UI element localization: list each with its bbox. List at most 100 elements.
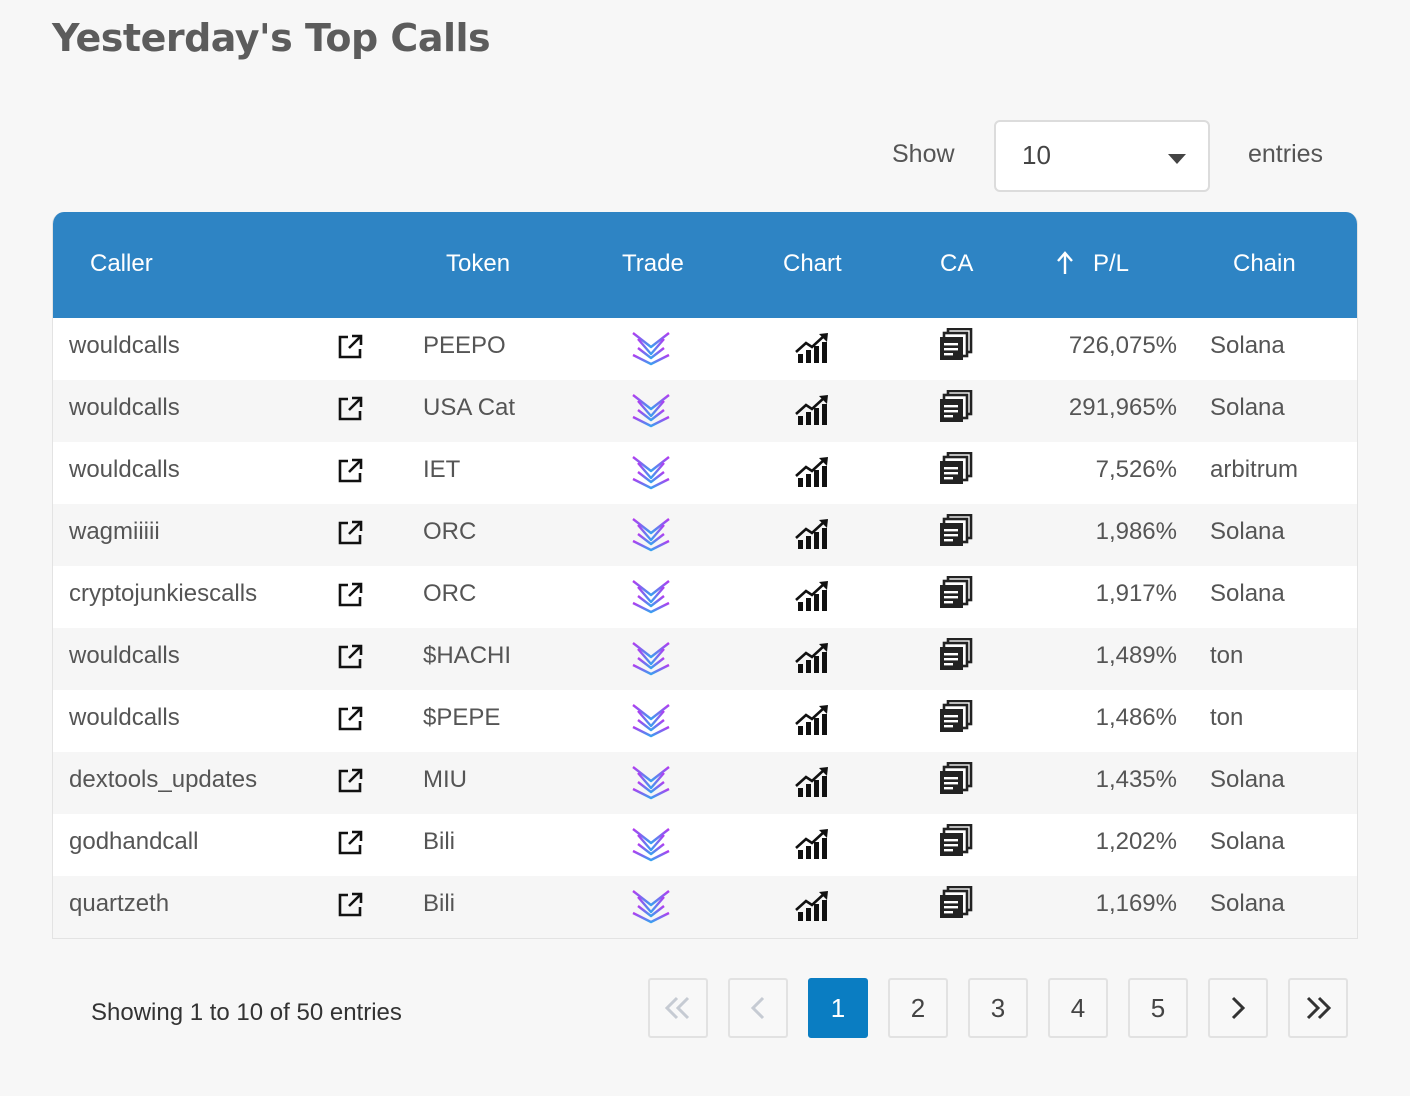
token-cell: USA Cat (423, 394, 516, 421)
header-token[interactable]: Token (446, 250, 511, 277)
external-link-icon[interactable] (337, 706, 363, 732)
chart-growth-icon[interactable] (795, 642, 829, 674)
chain-cell: Solana (1210, 518, 1285, 545)
chain-cell: ton (1210, 642, 1244, 669)
caller-cell: dextools_updates (69, 766, 258, 793)
last-page-button[interactable] (1288, 978, 1348, 1038)
table-row: cryptojunkiescalls ORC 1,917% Solana (53, 566, 1357, 628)
prev-page-button[interactable] (728, 978, 788, 1038)
caller-cell: wouldcalls (69, 394, 180, 421)
token-cell: IET (423, 456, 461, 483)
pl-cell: 726,075% (1068, 332, 1177, 359)
table-header: Caller Token Trade Chart CA P/L Chain (53, 212, 1357, 318)
caret-down-icon (1168, 154, 1186, 164)
pl-cell: 1,169% (1095, 890, 1177, 917)
page-button-3[interactable]: 3 (968, 978, 1028, 1038)
copy-contract-icon[interactable] (939, 575, 973, 610)
copy-contract-icon[interactable] (939, 451, 973, 486)
entries-select-value: 10 (1022, 140, 1051, 170)
chart-growth-icon[interactable] (795, 456, 829, 488)
caller-cell: godhandcall (69, 828, 199, 855)
chart-growth-icon[interactable] (795, 518, 829, 550)
trade-logo-icon[interactable] (631, 826, 671, 862)
chain-cell: Solana (1210, 394, 1285, 421)
token-cell: $HACHI (423, 642, 512, 669)
chain-cell: Solana (1210, 580, 1285, 607)
chain-cell: ton (1210, 704, 1244, 731)
trade-logo-icon[interactable] (631, 516, 671, 552)
chain-cell: arbitrum (1210, 456, 1299, 483)
page-button-1[interactable]: 1 (808, 978, 868, 1038)
trade-logo-icon[interactable] (631, 454, 671, 490)
chevron-left-icon (750, 996, 765, 1020)
trade-logo-icon[interactable] (631, 764, 671, 800)
entries-per-page-select[interactable]: 10 (994, 120, 1210, 192)
chain-cell: Solana (1210, 828, 1285, 855)
chart-growth-icon[interactable] (795, 766, 829, 798)
table-row: wouldcalls PEEPO 726,075% Solana (53, 318, 1357, 380)
chain-cell: Solana (1210, 332, 1285, 359)
header-chart: Chart (783, 250, 842, 277)
chart-growth-icon[interactable] (795, 704, 829, 736)
external-link-icon[interactable] (337, 644, 363, 670)
external-link-icon[interactable] (337, 892, 363, 918)
pl-cell: 7,526% (1095, 456, 1177, 483)
copy-contract-icon[interactable] (939, 637, 973, 672)
external-link-icon[interactable] (337, 396, 363, 422)
next-page-button[interactable] (1208, 978, 1268, 1038)
entries-label: entries (1248, 140, 1324, 168)
external-link-icon[interactable] (337, 334, 363, 360)
trade-logo-icon[interactable] (631, 330, 671, 366)
header-trade: Trade (622, 250, 684, 277)
pl-cell: 1,917% (1095, 580, 1177, 607)
pl-cell: 291,965% (1068, 394, 1177, 421)
table-row: wouldcalls $PEPE 1,486% ton (53, 690, 1357, 752)
trade-logo-icon[interactable] (631, 640, 671, 676)
header-caller[interactable]: Caller (90, 250, 153, 277)
table-row: dextools_updates MIU 1,435% Solana (53, 752, 1357, 814)
chart-growth-icon[interactable] (795, 332, 829, 364)
chart-growth-icon[interactable] (795, 890, 829, 922)
page-button-4[interactable]: 4 (1048, 978, 1108, 1038)
copy-contract-icon[interactable] (939, 885, 973, 920)
chart-growth-icon[interactable] (795, 580, 829, 612)
token-cell: PEEPO (423, 332, 506, 359)
page-button-5[interactable]: 5 (1128, 978, 1188, 1038)
trade-logo-icon[interactable] (631, 392, 671, 428)
page-button-2[interactable]: 2 (888, 978, 948, 1038)
chart-growth-icon[interactable] (795, 394, 829, 426)
external-link-icon[interactable] (337, 520, 363, 546)
external-link-icon[interactable] (337, 582, 363, 608)
copy-contract-icon[interactable] (939, 327, 973, 362)
token-cell: MIU (423, 766, 467, 793)
chain-cell: Solana (1210, 766, 1285, 793)
pl-cell: 1,489% (1095, 642, 1177, 669)
header-pl[interactable]: P/L (1093, 250, 1130, 277)
copy-contract-icon[interactable] (939, 389, 973, 424)
copy-contract-icon[interactable] (939, 761, 973, 796)
table-row: godhandcall Bili 1,202% Solana (53, 814, 1357, 876)
pl-cell: 1,202% (1095, 828, 1177, 855)
copy-contract-icon[interactable] (939, 513, 973, 548)
copy-contract-icon[interactable] (939, 699, 973, 734)
copy-contract-icon[interactable] (939, 823, 973, 858)
first-page-button[interactable] (648, 978, 708, 1038)
external-link-icon[interactable] (337, 830, 363, 856)
chain-cell: Solana (1210, 890, 1285, 917)
caller-cell: cryptojunkiescalls (69, 580, 258, 607)
trade-logo-icon[interactable] (631, 578, 671, 614)
header-chain[interactable]: Chain (1233, 250, 1296, 277)
trade-logo-icon[interactable] (631, 702, 671, 738)
caller-cell: quartzeth (69, 890, 170, 917)
sort-ascending-arrow-icon (1057, 251, 1073, 274)
double-chevron-right-icon (1306, 996, 1332, 1020)
caller-cell: wouldcalls (69, 456, 180, 483)
table-row: wouldcalls USA Cat 291,965% Solana (53, 380, 1357, 442)
external-link-icon[interactable] (337, 768, 363, 794)
token-cell: $PEPE (423, 704, 501, 731)
table-row: quartzeth Bili 1,169% Solana (53, 876, 1357, 938)
trade-logo-icon[interactable] (631, 888, 671, 924)
chart-growth-icon[interactable] (795, 828, 829, 860)
table-row: wouldcalls IET 7,526% arbitrum (53, 442, 1357, 504)
external-link-icon[interactable] (337, 458, 363, 484)
